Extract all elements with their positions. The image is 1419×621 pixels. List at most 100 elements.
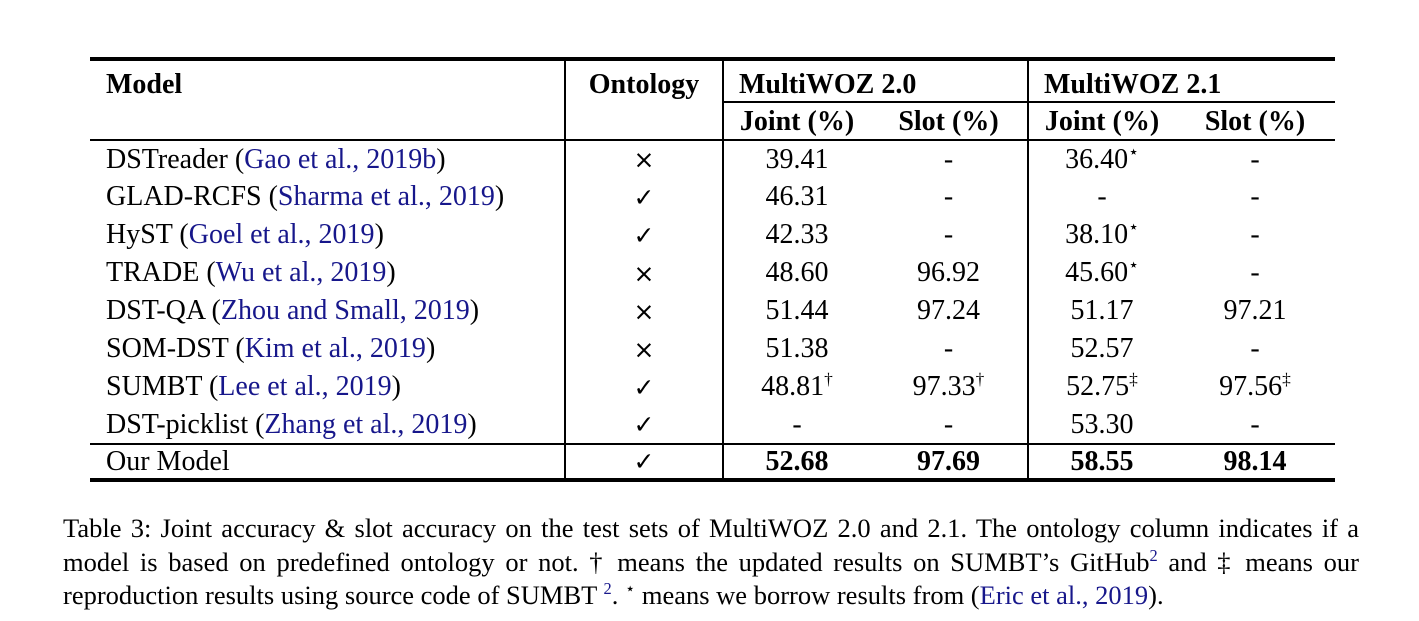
cross-icon: × [564, 292, 723, 330]
value-cell: - [722, 406, 870, 444]
value-cell: - [943, 408, 954, 440]
value-cell: - [943, 219, 954, 250]
footnote-link[interactable]: 2 [603, 579, 612, 599]
caption-text: and ‡ means our reproduction results usi… [63, 546, 1359, 611]
value-cell: 38.10⋆ [1027, 216, 1175, 254]
checkmark-icon: ✓ [564, 216, 723, 254]
value-cell: - [1250, 257, 1260, 288]
value-cell: 51.17 [1027, 292, 1175, 330]
table-row: HyST (Goel et al., 2019) ✓ 42.33 - 38.10⋆ - [90, 216, 1335, 254]
value-cell: 52.68 [722, 443, 870, 480]
value-cell: 97.24 [917, 295, 980, 326]
citation-link[interactable]: Gao et al., 2019b [244, 143, 437, 175]
value-cell: - [943, 181, 954, 212]
citation-link[interactable]: Goel et al., 2019 [188, 219, 375, 250]
checkmark-icon: ✓ [564, 443, 723, 480]
superscript-marker: † [824, 369, 833, 389]
value-cell: - [943, 143, 954, 175]
value-cell: 42.33 [722, 216, 870, 254]
model-name: GLAD-RCFS [106, 181, 262, 212]
value-cell: 51.44 [722, 292, 870, 330]
value-cell: 51.38 [722, 330, 870, 368]
superscript-marker: ‡ [1129, 369, 1138, 389]
model-cell: HyST (Goel et al., 2019) [106, 219, 384, 250]
table-body: DSTreader (Gao et al., 2019b) × 39.41-36.4… [90, 140, 1335, 480]
citation-link[interactable]: Eric et al., 2019 [979, 580, 1149, 611]
model-cell: Our Model [90, 443, 565, 480]
model-name: DST-picklist [106, 408, 249, 440]
value-cell: 97.69 [870, 443, 1028, 480]
model-cell: DST-QA (Zhou and Small, 2019) [106, 295, 480, 326]
model-name: HyST [106, 219, 173, 250]
cross-icon: × [564, 140, 723, 178]
column-header-model: Model [90, 59, 565, 141]
value-cell: 97.33† [912, 369, 985, 402]
value-cell: 97.56‡ [1219, 369, 1291, 402]
footnote-link[interactable]: 2 [1149, 545, 1158, 565]
model-name: TRADE [106, 257, 200, 288]
caption-text: means we borrow results from ( [635, 580, 980, 611]
value-cell: 48.81† [722, 368, 870, 406]
citation-link[interactable]: Lee et al., 2019 [218, 371, 392, 402]
value-cell: - [1250, 181, 1260, 212]
results-table: Model Ontology MultiWOZ 2.0 MultiWOZ 2.1… [90, 57, 1335, 482]
value-cell: 97.21 [1223, 295, 1287, 326]
superscript-marker: ⋆ [1128, 142, 1139, 162]
model-name: SOM-DST [106, 333, 229, 364]
citation-link[interactable]: Sharma et al., 2019 [277, 181, 495, 212]
value-cell: - [1250, 219, 1260, 250]
value-cell: - [1027, 178, 1175, 216]
value-cell: - [943, 333, 954, 364]
results-table-container: Model Ontology MultiWOZ 2.0 MultiWOZ 2.1… [90, 57, 1335, 482]
table-row: SUMBT (Lee et al., 2019) ✓ 48.81† 97.33† 52.… [90, 368, 1335, 406]
value-cell: 98.14 [1175, 443, 1335, 480]
value-cell: 58.55 [1027, 443, 1175, 480]
citation-link[interactable]: Kim et al., 2019 [244, 333, 426, 364]
table-row: Our Model ✓ 52.68 97.69 58.55 98.14 [90, 443, 1335, 480]
value-cell: - [1250, 408, 1260, 440]
table-row: DST-picklist (Zhang et al., 2019) ✓ - -53.3… [90, 406, 1335, 444]
model-name: DSTreader [106, 143, 228, 175]
citation-link[interactable]: Wu et al., 2019 [215, 257, 387, 288]
column-header-ontology: Ontology [564, 59, 723, 141]
citation-link[interactable]: Zhou and Small, 2019 [220, 295, 470, 326]
column-group-multiwoz-2-0: MultiWOZ 2.0 [722, 59, 1028, 103]
value-cell: 39.41 [722, 140, 870, 178]
table-row: SOM-DST (Kim et al., 2019) × 51.38 - 52.57 - [90, 330, 1335, 368]
model-cell: DST-picklist (Zhang et al., 2019) [106, 408, 477, 440]
value-cell: 46.31 [722, 178, 870, 216]
value-cell: 52.57 [1027, 330, 1175, 368]
table-row: TRADE (Wu et al., 2019) × 48.60 96.92 45.60⋆… [90, 254, 1335, 292]
model-name: Our Model [106, 445, 230, 477]
model-cell: GLAD-RCFS (Sharma et al., 2019) [106, 181, 505, 212]
model-cell: DSTreader (Gao et al., 2019b) [106, 143, 446, 175]
star-marker: ⋆ [624, 579, 636, 599]
superscript-marker: ⋆ [1128, 255, 1139, 275]
citation-link[interactable]: Zhang et al., 2019 [264, 408, 468, 440]
model-name: DST-QA [106, 295, 205, 326]
table-header: Model Ontology MultiWOZ 2.0 MultiWOZ 2.1… [90, 59, 1335, 141]
checkmark-icon: ✓ [564, 178, 723, 216]
value-cell: - [1250, 333, 1260, 364]
column-header-slot-2-0: Slot (%) [870, 102, 1028, 141]
value-cell: 52.75‡ [1027, 368, 1175, 406]
superscript-marker: ‡ [1282, 369, 1291, 389]
model-name: SUMBT [106, 371, 202, 402]
table-row: GLAD-RCFS (Sharma et al., 2019) ✓ 46.31 - - - [90, 178, 1335, 216]
checkmark-icon: ✓ [564, 406, 723, 444]
model-cell: SOM-DST (Kim et al., 2019) [106, 333, 436, 364]
caption-text: . [611, 580, 625, 611]
model-cell: SUMBT (Lee et al., 2019) [106, 371, 401, 402]
checkmark-icon: ✓ [564, 368, 723, 406]
column-header-joint-2-0: Joint (%) [722, 102, 870, 141]
value-cell: 36.40⋆ [1027, 140, 1175, 178]
value-cell: - [1250, 143, 1260, 175]
superscript-marker: ⋆ [1128, 217, 1139, 237]
value-cell: 48.60 [722, 254, 870, 292]
cross-icon: × [564, 330, 723, 368]
table-row: DST-QA (Zhou and Small, 2019) × 51.44 97.24… [90, 292, 1335, 330]
table-row: DSTreader (Gao et al., 2019b) × 39.41 - 36.4… [90, 140, 1335, 178]
value-cell: 45.60⋆ [1027, 254, 1175, 292]
caption: Table 3: Joint accuracy & slot accuracy … [63, 512, 1359, 613]
caption-text: ). [1148, 580, 1164, 611]
